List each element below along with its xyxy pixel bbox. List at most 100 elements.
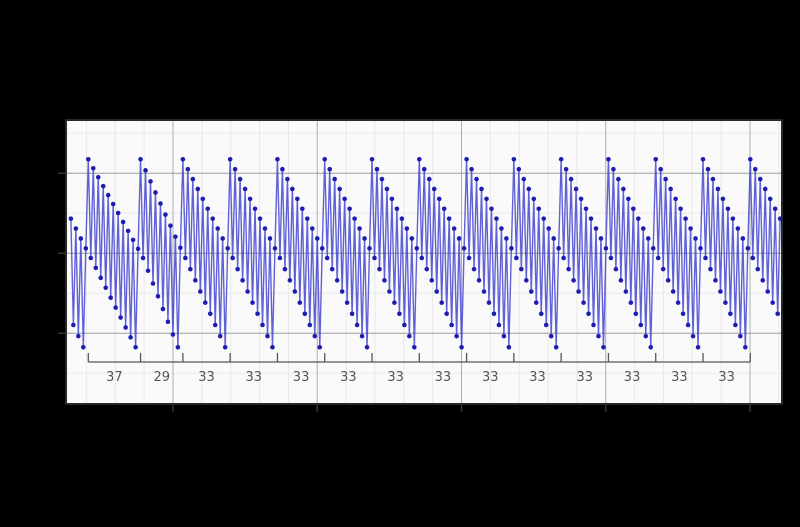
period-length-label: 33: [577, 370, 594, 385]
sample-marker: [670, 289, 676, 294]
sample-marker: [220, 236, 225, 241]
sample-marker: [451, 226, 457, 231]
sample-marker: [153, 190, 158, 195]
sample-marker: [100, 183, 106, 189]
sample-marker: [446, 216, 452, 221]
sample-marker: [573, 186, 579, 192]
sample-marker: [93, 265, 99, 271]
sample-marker: [217, 333, 223, 339]
sample-marker: [772, 206, 778, 212]
sample-marker: [628, 300, 634, 305]
sample-marker: [598, 236, 604, 241]
sample-marker: [417, 157, 422, 162]
period-length-label: 33: [246, 370, 263, 385]
sample-marker: [655, 255, 661, 261]
sample-marker: [481, 289, 487, 294]
sample-marker: [757, 176, 763, 182]
sample-marker: [516, 166, 522, 172]
sample-marker: [678, 206, 683, 212]
sample-marker: [414, 246, 420, 251]
sample-marker: [240, 278, 245, 283]
sample-marker: [275, 157, 280, 162]
sample-marker: [740, 236, 746, 241]
sample-marker: [728, 311, 733, 317]
sample-marker: [88, 255, 94, 261]
sample-marker: [645, 236, 651, 241]
sample-marker: [663, 176, 668, 182]
sample-marker: [623, 289, 629, 294]
sample-marker: [250, 300, 255, 305]
sample-marker: [272, 246, 278, 251]
sample-marker: [128, 335, 133, 340]
sample-marker: [180, 157, 186, 162]
sample-marker: [165, 319, 171, 325]
sample-marker: [287, 278, 293, 283]
sample-marker: [277, 255, 283, 261]
sample-marker: [713, 278, 718, 283]
sample-marker: [115, 210, 121, 216]
sample-marker: [305, 216, 310, 221]
sample-marker: [389, 196, 395, 202]
sample-marker: [260, 322, 265, 328]
sample-marker: [434, 289, 440, 294]
sample-marker: [290, 186, 295, 192]
sample-marker: [563, 166, 569, 172]
sample-marker: [743, 345, 748, 350]
sample-marker: [105, 192, 111, 198]
sample-marker: [551, 236, 556, 241]
sample-marker: [255, 311, 260, 317]
sample-marker: [280, 166, 285, 172]
sample-marker: [155, 293, 161, 299]
sample-marker: [143, 168, 148, 173]
sample-marker: [469, 166, 474, 172]
period-length-label: 33: [482, 370, 499, 385]
sample-marker: [173, 234, 178, 240]
sample-marker: [718, 289, 723, 294]
sample-marker: [78, 236, 84, 241]
sample-marker: [387, 289, 392, 294]
sample-marker: [653, 157, 659, 162]
sample-marker: [698, 246, 703, 251]
sample-marker: [382, 278, 387, 283]
period-length-label: 33: [718, 370, 735, 385]
sample-marker: [543, 322, 549, 328]
sample-marker: [317, 345, 323, 350]
sample-marker: [150, 281, 156, 286]
sample-marker: [583, 206, 589, 212]
sample-marker: [76, 333, 81, 339]
sample-marker: [725, 206, 731, 212]
sample-marker: [491, 311, 497, 317]
sample-marker: [504, 236, 509, 241]
sample-marker: [531, 196, 537, 202]
sample-marker: [456, 236, 462, 241]
sample-marker: [449, 322, 454, 328]
sample-marker: [193, 278, 198, 283]
sample-marker: [90, 165, 96, 171]
sample-marker: [409, 236, 415, 241]
sample-marker: [571, 278, 576, 283]
sample-marker: [603, 246, 609, 251]
sample-marker: [349, 311, 355, 317]
sample-marker: [421, 166, 427, 172]
sample-marker: [262, 226, 268, 231]
sample-marker: [215, 226, 221, 231]
sample-marker: [235, 266, 240, 272]
sample-marker: [720, 196, 726, 202]
sample-marker: [71, 322, 76, 328]
sample-marker: [636, 216, 641, 221]
sample-marker: [81, 345, 86, 350]
sample-marker: [747, 157, 753, 162]
sample-marker: [178, 245, 183, 251]
sample-marker: [347, 206, 352, 212]
sample-marker: [700, 157, 706, 162]
sample-marker: [267, 236, 273, 241]
sample-marker: [733, 322, 738, 328]
sample-marker: [292, 289, 298, 294]
sample-marker: [606, 157, 611, 162]
sample-marker: [760, 278, 766, 283]
sample-marker: [762, 186, 768, 192]
sample-marker: [352, 216, 357, 221]
sample-marker: [558, 157, 564, 162]
sample-marker: [611, 166, 616, 172]
sample-marker: [197, 289, 203, 294]
